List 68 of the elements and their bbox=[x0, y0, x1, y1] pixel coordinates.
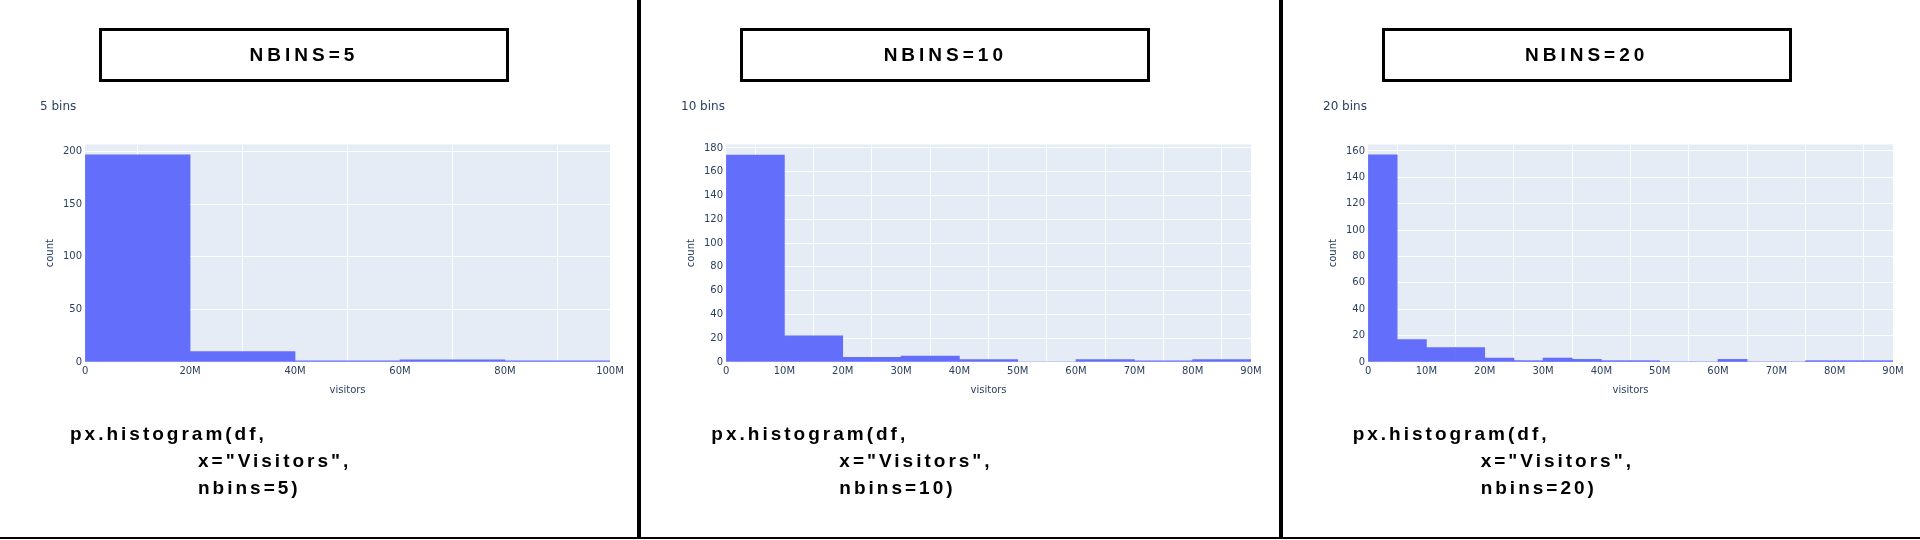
text: px.histogram(df, bbox=[70, 422, 268, 446]
y-tick-label: 20 bbox=[710, 331, 724, 343]
y-tick-label: 140 bbox=[704, 189, 724, 201]
y-tick-label: 200 bbox=[62, 145, 83, 157]
y-tick-label: 100 bbox=[1345, 223, 1365, 235]
y-tick-label: 40 bbox=[710, 308, 724, 320]
x-tick-label: 90M bbox=[1881, 364, 1904, 376]
x-tick-label: 80M bbox=[494, 364, 516, 376]
x-axis-title: visitors bbox=[329, 383, 366, 395]
y-tick-label: 150 bbox=[62, 197, 83, 209]
y-tick-label: 0 bbox=[1358, 355, 1365, 367]
y-tick-label: 0 bbox=[717, 355, 724, 367]
x-tick-label: 40M bbox=[1590, 364, 1612, 376]
x-tick-label: 80M bbox=[1182, 364, 1204, 376]
text: nbins=10) bbox=[838, 476, 957, 500]
y-tick-label: 0 bbox=[75, 355, 83, 367]
x-axis-title: visitors bbox=[970, 383, 1007, 395]
y-tick-label: 120 bbox=[704, 212, 724, 224]
x-tick-label: 10M bbox=[774, 364, 796, 376]
x-tick-label: 10M bbox=[1415, 364, 1437, 376]
x-tick-label: 70M bbox=[1765, 364, 1787, 376]
x-tick-label: 50M bbox=[1007, 364, 1029, 376]
chart-subtitle: 10 bins bbox=[681, 99, 726, 114]
x-tick-label: 30M bbox=[890, 364, 913, 376]
x-tick-label: 90M bbox=[1240, 364, 1263, 376]
y-tick-label: 50 bbox=[69, 303, 83, 315]
chart-title: NBINS=5 bbox=[99, 28, 509, 82]
y-axis-title: count bbox=[43, 239, 55, 268]
chart-subtitle: 20 bins bbox=[1322, 99, 1367, 114]
x-tick-label: 40M bbox=[949, 364, 971, 376]
x-tick-label: 20M bbox=[179, 364, 201, 376]
y-tick-label: 160 bbox=[704, 165, 724, 177]
text: nbins=5) bbox=[197, 476, 302, 500]
x-tick-label: 100M bbox=[596, 364, 624, 376]
chart-title: NBINS=10 bbox=[740, 28, 1151, 82]
text: px.histogram(df, bbox=[1352, 422, 1551, 446]
text: nbins=20) bbox=[1479, 476, 1598, 500]
y-tick-label: 180 bbox=[704, 141, 724, 153]
x-tick-label: 30M bbox=[1532, 364, 1554, 376]
y-tick-label: 20 bbox=[1352, 329, 1365, 341]
x-tick-label: 40M bbox=[284, 364, 306, 376]
y-axis-title: count bbox=[684, 239, 696, 268]
x-tick-label: 20M bbox=[832, 364, 854, 376]
y-tick-label: 140 bbox=[1345, 170, 1365, 182]
text: x="Visitors", bbox=[1479, 449, 1634, 473]
x-tick-label: 60M bbox=[1707, 364, 1729, 376]
y-tick-label: 100 bbox=[704, 236, 724, 248]
y-tick-label: 120 bbox=[1345, 197, 1365, 209]
y-tick-label: 100 bbox=[62, 250, 83, 262]
x-tick-label: 60M bbox=[1065, 364, 1088, 376]
y-axis-title: count bbox=[1326, 239, 1338, 268]
x-tick-label: 60M bbox=[389, 364, 411, 376]
y-tick-label: 60 bbox=[710, 284, 724, 296]
text: px.histogram(df, bbox=[711, 422, 910, 446]
text: x="Visitors", bbox=[838, 449, 993, 473]
text: x="Visitors", bbox=[197, 449, 352, 473]
y-tick-label: 80 bbox=[710, 260, 724, 272]
y-tick-label: 40 bbox=[1352, 302, 1365, 314]
chart-title: NBINS=20 bbox=[1381, 28, 1792, 82]
x-tick-label: 20M bbox=[1473, 364, 1496, 376]
x-tick-label: 70M bbox=[1124, 364, 1146, 376]
x-axis-title: visitors bbox=[1612, 383, 1649, 395]
chart-subtitle: 5 bins bbox=[40, 99, 77, 114]
x-tick-label: 50M bbox=[1648, 364, 1671, 376]
y-tick-label: 60 bbox=[1352, 276, 1365, 288]
x-tick-label: 80M bbox=[1823, 364, 1846, 376]
y-tick-label: 80 bbox=[1352, 250, 1365, 262]
y-tick-label: 160 bbox=[1345, 144, 1365, 156]
